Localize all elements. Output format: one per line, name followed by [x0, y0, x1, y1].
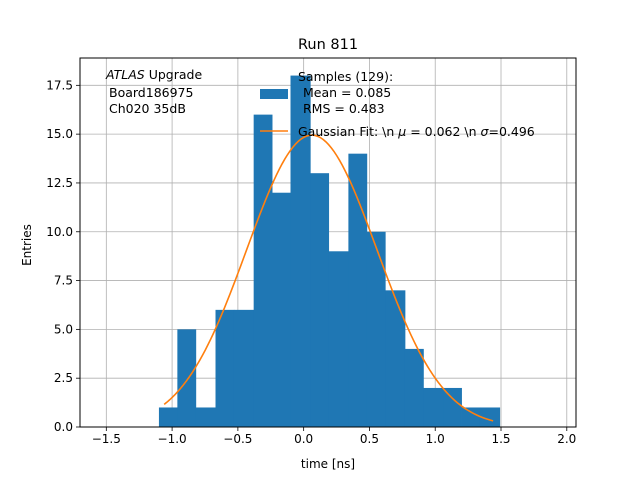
x-tick-label: −1.5	[92, 432, 121, 446]
legend-fit-sigma-symbol: σ	[481, 124, 490, 139]
chart-title: Run 811	[298, 37, 358, 53]
histogram-bar	[233, 309, 255, 427]
histogram-bar	[404, 348, 424, 427]
y-tick-label: 15.0	[46, 127, 73, 141]
x-tick-label: −1.0	[158, 432, 187, 446]
histogram-bar	[461, 407, 481, 427]
legend-fit-mu-value: = 0.062 \n	[406, 124, 480, 139]
legend-fit-label: Gaussian Fit: \n μ = 0.062 \n σ=0.496	[298, 124, 535, 139]
y-tick-label: 7.5	[54, 274, 73, 288]
channel-label: Ch020 35dB	[109, 101, 186, 116]
x-tick-label: −0.5	[223, 432, 252, 446]
histogram-bar	[328, 251, 349, 427]
x-tick-label: 1.0	[426, 432, 445, 446]
plot-area-frame	[79, 57, 577, 428]
y-tick-label: 5.0	[54, 322, 73, 336]
histogram-bar	[348, 153, 368, 427]
legend-mean: Mean = 0.085	[303, 85, 391, 100]
histogram-bar	[479, 407, 501, 427]
x-axis-label: time [ns]	[301, 457, 355, 471]
histogram-bar	[215, 309, 235, 427]
x-axis-ticks: −1.5 −1.0 −0.5 0.0 0.5 1.0 1.5 2.0	[92, 427, 576, 446]
y-tick-label: 10.0	[46, 225, 73, 239]
legend-fit-mu-symbol: μ	[397, 124, 406, 139]
x-tick-label: 0.0	[294, 432, 313, 446]
experiment-label: ATLAS Upgrade	[105, 67, 202, 82]
histogram-bar	[177, 329, 197, 427]
x-tick-label: 0.5	[360, 432, 379, 446]
y-tick-label: 17.5	[46, 78, 73, 92]
legend: Samples (129): Mean = 0.085 RMS = 0.483 …	[260, 69, 535, 139]
histogram-bar	[385, 290, 406, 427]
histogram-bar	[272, 192, 291, 427]
histogram-bar	[366, 231, 386, 427]
legend-samples-title: Samples (129):	[298, 69, 393, 84]
histogram-bar	[158, 407, 178, 427]
histogram-bar	[253, 114, 273, 427]
gaussian-fit-curve	[163, 134, 494, 422]
x-tick-label: 2.0	[557, 432, 576, 446]
legend-rms: RMS = 0.483	[303, 101, 385, 116]
board-label: Board186975	[109, 85, 193, 100]
legend-histogram-swatch	[260, 89, 288, 99]
histogram-bar	[443, 387, 462, 427]
histogram-bar	[310, 173, 330, 427]
gaussian-fit	[163, 134, 494, 422]
y-axis-label: Entries	[20, 224, 34, 266]
legend-fit-sigma-value: =0.496	[488, 124, 534, 139]
y-tick-label: 12.5	[46, 176, 73, 190]
x-tick-label: 1.5	[491, 432, 510, 446]
histogram-bar	[423, 387, 444, 427]
experiment-name: ATLAS	[105, 67, 145, 82]
y-tick-label: 0.0	[54, 420, 73, 434]
experiment-suffix: Upgrade	[145, 67, 203, 82]
y-axis-ticks: 0.0 2.5 5.0 7.5 10.0 12.5 15.0 17.5	[46, 78, 80, 434]
histogram-bars	[158, 75, 501, 428]
run-annotation: ATLAS Upgrade Board186975 Ch020 35dB	[105, 67, 202, 116]
legend-fit-prefix: Gaussian Fit: \n	[298, 124, 398, 139]
histogram-bar	[195, 407, 216, 427]
y-tick-label: 2.5	[54, 371, 73, 385]
histogram-bar	[290, 75, 311, 428]
